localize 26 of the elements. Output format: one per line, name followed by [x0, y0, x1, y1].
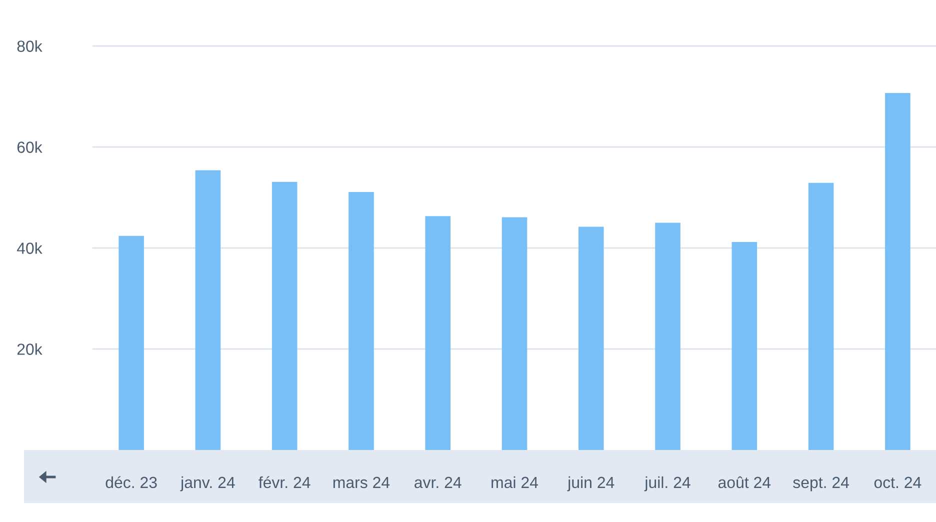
- y-tick-label: 60k: [17, 141, 42, 153]
- bar: [808, 182, 834, 450]
- x-tick-label: janv. 24: [180, 476, 235, 492]
- x-tick-label: déc. 23: [106, 476, 157, 488]
- bar: [655, 222, 680, 450]
- x-tick-label: mai 24: [492, 476, 538, 488]
- x-tick-label: mars 24: [333, 476, 390, 488]
- bar: [425, 216, 451, 450]
- x-tick-label: avr. 24: [414, 476, 462, 488]
- bar: [732, 242, 758, 450]
- bar: [578, 226, 604, 450]
- y-tick-label: 20k: [17, 343, 42, 355]
- y-tick-label: 40k: [16, 242, 42, 254]
- bar: [502, 217, 528, 450]
- bar: [118, 236, 144, 450]
- x-tick-label: oct. 24: [874, 476, 922, 488]
- x-tick-label: févr. 24: [258, 476, 310, 488]
- bar: [348, 192, 374, 450]
- x-tick-label: juin 24: [567, 476, 614, 492]
- y-tick-label: 80k: [17, 40, 42, 52]
- x-tick-label: sept. 24: [793, 476, 849, 492]
- bar: [885, 92, 910, 450]
- bar: [272, 182, 298, 450]
- x-tick-label: juil. 24: [644, 476, 690, 492]
- x-tick-label: août 24: [718, 476, 771, 488]
- bar: [195, 170, 221, 450]
